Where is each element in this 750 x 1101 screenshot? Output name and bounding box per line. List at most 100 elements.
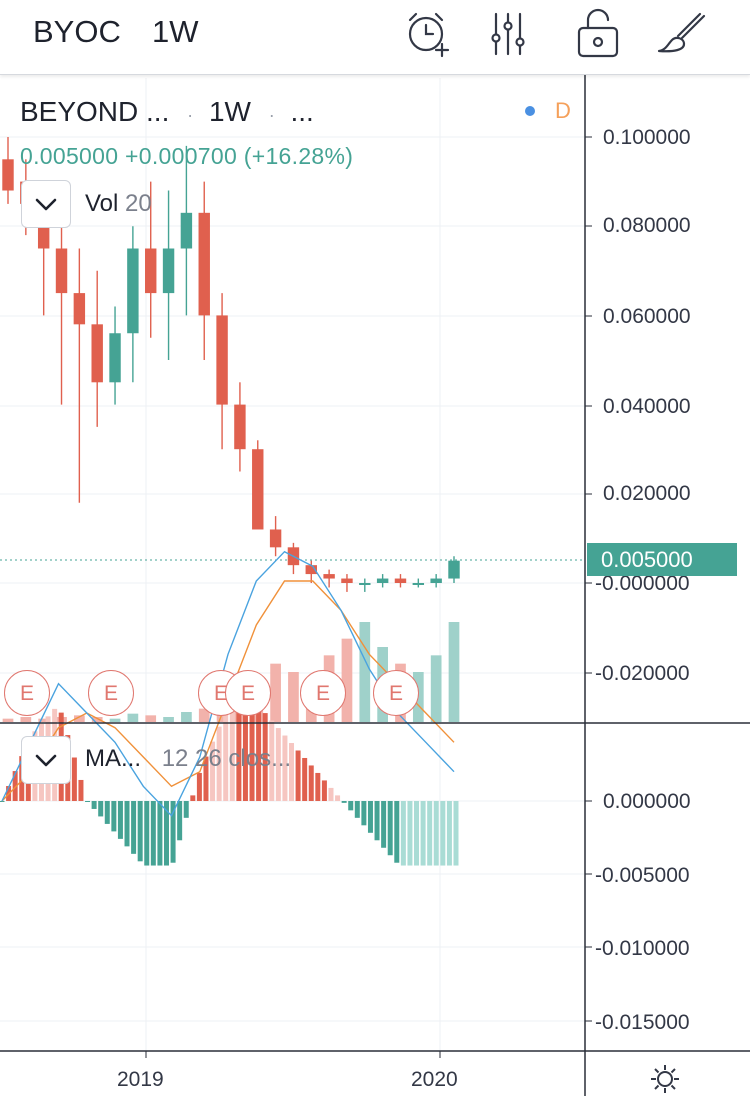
macd-study-name: MA... (85, 745, 142, 772)
candle-body (234, 404, 246, 450)
earnings-marker[interactable]: E (88, 670, 134, 716)
price-axis-label: 0.080000 (603, 214, 691, 237)
macd-histogram-bar (98, 801, 104, 817)
macd-study-params: 12 26 clos... (161, 745, 292, 772)
macd-histogram-bar (71, 757, 77, 801)
legend-ohlc-values: 0.005000 +0.000700 (+16.28%) (20, 143, 354, 169)
volume-bar (145, 715, 157, 722)
macd-axis-label: -0.010000 (595, 937, 690, 960)
volume-study-name: Vol (85, 190, 119, 217)
time-axis-label: 2019 (117, 1068, 164, 1091)
candle-body (252, 449, 264, 530)
macd-histogram-bar (367, 801, 373, 833)
drawing-brush-icon[interactable] (654, 6, 710, 62)
volume-bar (20, 717, 32, 722)
candle-body (180, 212, 193, 249)
macd-histogram-bar (170, 801, 176, 863)
volume-bar (91, 717, 103, 722)
macd-histogram-bar (374, 801, 380, 841)
earnings-marker[interactable]: E (4, 670, 50, 716)
macd-histogram-bar (78, 779, 84, 801)
macd-histogram-bar (433, 801, 439, 866)
macd-histogram (0, 704, 459, 866)
lock-icon[interactable] (570, 6, 626, 62)
volume-bar (288, 672, 299, 722)
macd-histogram-bar (117, 801, 123, 839)
volume-study-label[interactable]: Vol 20 (85, 190, 152, 218)
legend-symbol-name: BEYOND ... (20, 96, 170, 127)
macd-histogram-bar (210, 741, 216, 801)
macd-histogram-bar (414, 801, 420, 866)
macd-histogram-bar (394, 801, 400, 863)
indicators-icon[interactable] (484, 6, 540, 62)
macd-histogram-bar (137, 801, 143, 862)
price-axis-label: -0.000000 (595, 572, 690, 595)
macd-histogram-bar (446, 801, 452, 866)
chart-settings-button[interactable] (648, 1062, 682, 1096)
macd-histogram-bar (242, 704, 248, 801)
legend-interval: 1W (208, 96, 251, 127)
legend-separator: · (268, 105, 275, 125)
alarm-add-icon[interactable] (400, 6, 456, 62)
macd-histogram-bar (269, 720, 275, 801)
macd-histogram-bar (236, 704, 242, 801)
volume-collapse-button[interactable] (21, 180, 71, 228)
macd-histogram-bar (144, 801, 150, 866)
macd-histogram-bar (282, 735, 288, 801)
volume-bar (38, 718, 50, 722)
macd-histogram-bar (387, 801, 393, 856)
candle-body (448, 560, 460, 579)
data-source-label: D (555, 98, 571, 123)
candle-body (91, 324, 103, 383)
earnings-marker[interactable]: E (300, 670, 346, 716)
macd-histogram-bar (361, 801, 367, 826)
macd-histogram-bar (91, 801, 97, 809)
volume-bar (448, 622, 460, 722)
price-axis-label: 0.060000 (603, 305, 691, 328)
volume-bar (163, 717, 174, 722)
earnings-marker[interactable]: E (225, 670, 271, 716)
macd-histogram-bar (163, 801, 169, 866)
candle-body (412, 583, 425, 585)
price-axis-label: 0.100000 (603, 126, 691, 149)
price-axis-label: 0.040000 (603, 395, 691, 418)
macd-histogram-bar (256, 705, 262, 801)
macd-histogram-bar (203, 756, 209, 801)
macd-histogram-bar (427, 801, 433, 866)
time-axis-label: 2020 (411, 1068, 458, 1091)
macd-histogram-bar (341, 801, 347, 803)
candle-body (359, 583, 371, 585)
legend-more: ... (290, 96, 314, 127)
macd-study-label[interactable]: MA... 12 26 clos... (85, 745, 291, 773)
candle-body (145, 248, 157, 294)
earnings-marker[interactable]: E (373, 670, 419, 716)
candle-body (73, 293, 86, 325)
legend-title[interactable]: BEYOND ... · 1W · ... (20, 96, 314, 128)
macd-histogram-bar (420, 801, 426, 866)
candle-body (305, 565, 317, 575)
timeframe-button[interactable]: 1W (152, 14, 199, 49)
gear-icon (651, 1065, 679, 1093)
candle-body (430, 578, 442, 583)
macd-axis-label: 0.000000 (603, 790, 691, 813)
volume-bar (359, 622, 371, 722)
macd-collapse-button[interactable] (21, 736, 71, 784)
macd-histogram-bar (196, 772, 202, 801)
macd-histogram-bar (104, 801, 110, 824)
symbol-button[interactable]: BYOC (33, 14, 121, 49)
price-axis-label: -0.020000 (595, 662, 690, 685)
macd-histogram-bar (183, 801, 189, 818)
macd-histogram-bar (407, 801, 413, 866)
candle-body (269, 529, 282, 548)
macd-histogram-bar (400, 801, 406, 866)
macd-histogram-bar (328, 787, 334, 801)
volume-bar (74, 715, 85, 722)
macd-histogram-bar (249, 704, 255, 801)
macd-histogram-bar (453, 801, 459, 866)
macd-histogram-bar (440, 801, 446, 866)
volume-bar (109, 718, 121, 722)
macd-histogram-bar (275, 728, 281, 801)
macd-histogram-bar (229, 704, 235, 801)
macd-histogram-bar (262, 713, 268, 801)
candle-body (341, 578, 353, 583)
